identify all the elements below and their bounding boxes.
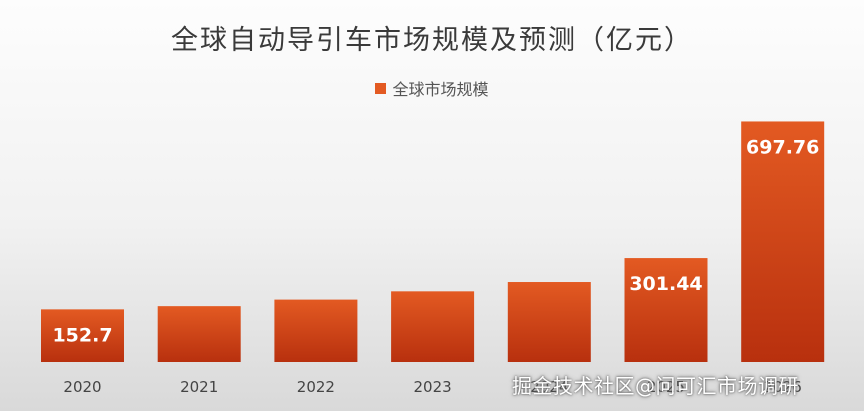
bar-2024 [507, 282, 591, 362]
legend-label: 全球市场规模 [392, 80, 489, 99]
x-tick-label-2024: 2024 [530, 378, 568, 396]
bar-2022 [274, 299, 358, 362]
x-tick-label-2025: 2025 [647, 378, 685, 396]
x-tick-label-2020: 2020 [63, 378, 101, 396]
legend: 全球市场规模 [0, 76, 864, 100]
legend-swatch [375, 82, 387, 94]
x-tick-label-2026: 2026 [764, 378, 802, 396]
watermark: 掘金技术社区@问可汇市场调研 [512, 374, 799, 398]
bar-2025 [624, 258, 708, 362]
x-tick-label-2022: 2022 [297, 378, 335, 396]
data-label-2020: 152.7 [52, 324, 112, 346]
bar-2023 [391, 291, 475, 362]
data-label-2026: 697.76 [746, 136, 819, 158]
x-tick-label-2023: 2023 [414, 378, 452, 396]
data-label-2025: 301.44 [629, 273, 702, 295]
bar-2020 [41, 309, 124, 362]
bar-2026 [741, 121, 825, 362]
bar-2021 [157, 306, 241, 362]
x-tick-label-2021: 2021 [180, 378, 218, 396]
chart-title: 全球自动导引车市场规模及预测（亿元） [171, 25, 693, 56]
